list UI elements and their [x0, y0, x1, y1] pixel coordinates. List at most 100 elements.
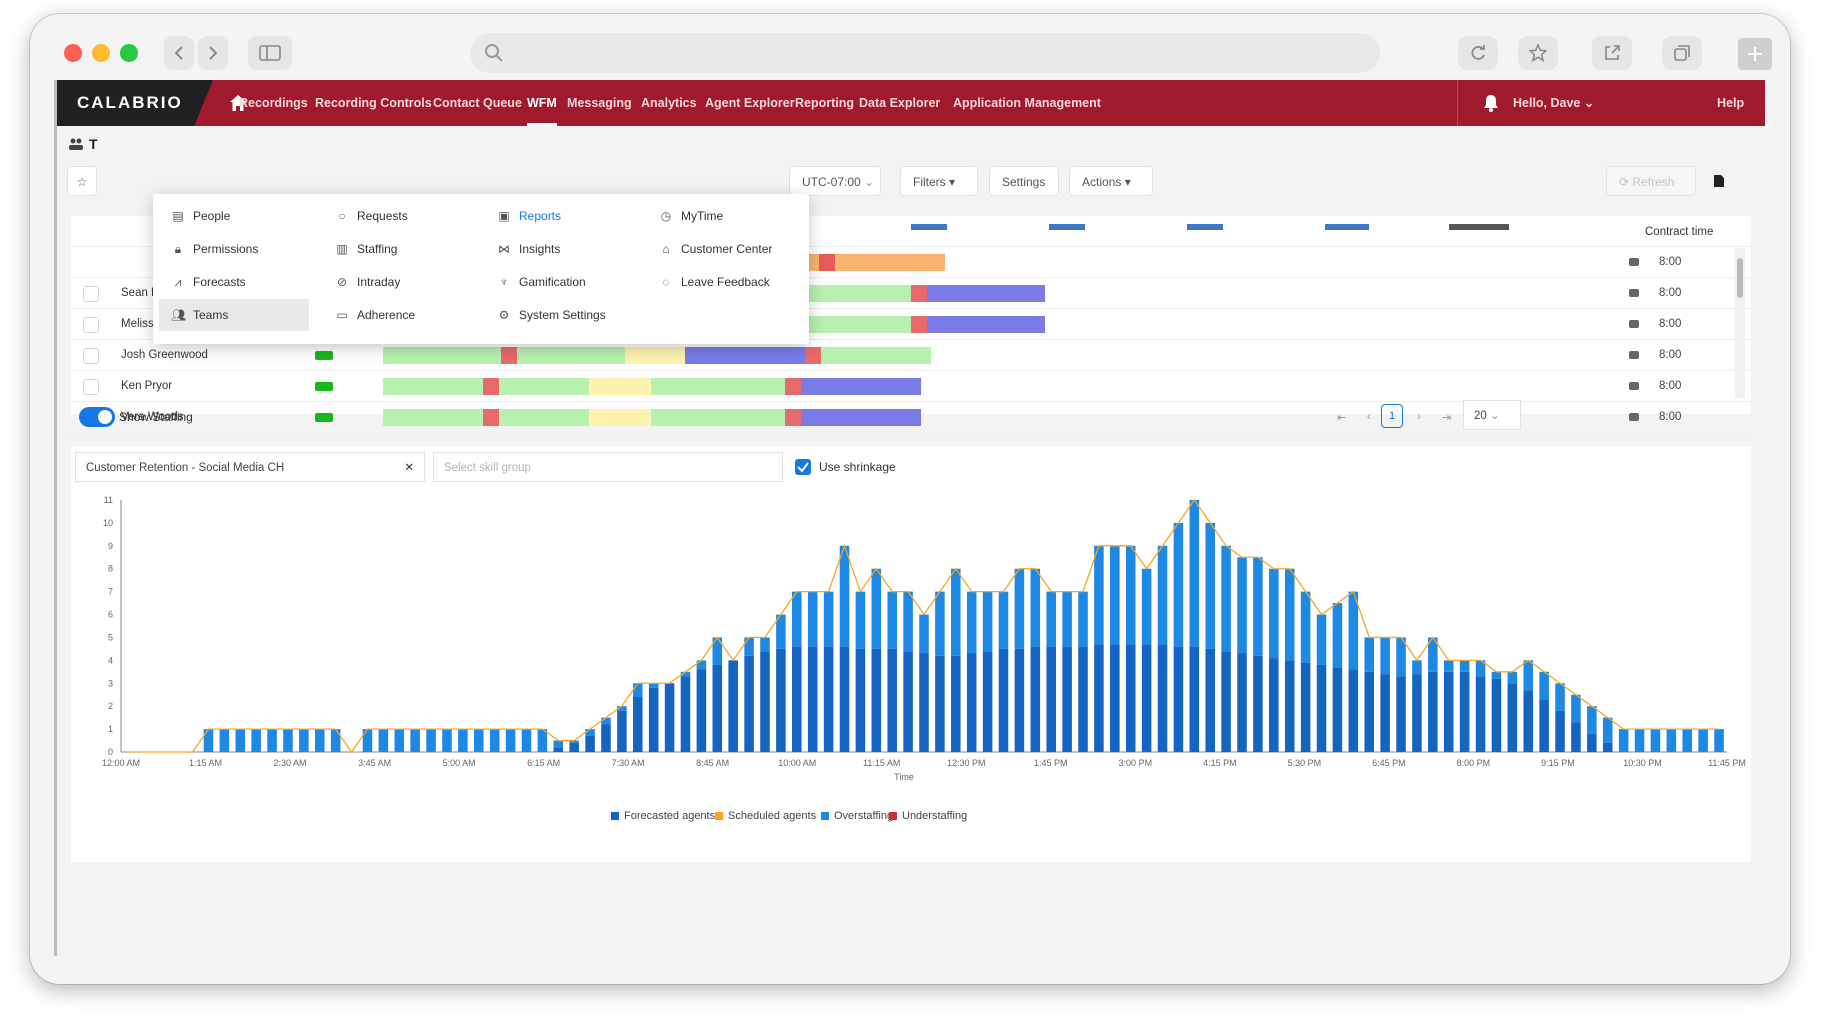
schedule-bar[interactable] — [651, 409, 787, 426]
legend-item[interactable]: Scheduled agents — [715, 810, 816, 822]
minimize-window-button[interactable] — [92, 44, 110, 62]
menu-item-insights[interactable]: ⋈ Insights — [485, 233, 635, 265]
nav-item-reporting[interactable]: Reporting — [795, 96, 855, 110]
schedule-bar[interactable] — [383, 409, 493, 426]
reload-button[interactable] — [1458, 36, 1498, 70]
schedule-bar[interactable] — [499, 409, 589, 426]
settings-button[interactable]: Settings — [989, 166, 1059, 196]
schedule-bar[interactable] — [785, 409, 801, 426]
comment-icon[interactable] — [1629, 258, 1639, 266]
scrollbar-thumb[interactable] — [1737, 258, 1743, 298]
comment-icon[interactable] — [1629, 289, 1639, 297]
schedule-bar[interactable] — [819, 254, 835, 271]
nav-item-analytics[interactable]: Analytics — [641, 96, 697, 110]
skill-group-input[interactable]: Select skill group — [433, 452, 783, 482]
nav-item-application-management[interactable]: Application Management — [953, 96, 1101, 110]
prev-page-button[interactable]: ‹ — [1367, 411, 1371, 423]
table-row[interactable]: 8:00 — [71, 247, 1751, 278]
menu-item-people[interactable]: ▤ People — [159, 200, 309, 232]
schedule-bar[interactable] — [589, 378, 653, 395]
schedule-bar[interactable] — [927, 285, 1045, 302]
legend-item[interactable]: Overstaffing — [821, 810, 893, 822]
menu-item-forecasts[interactable]: ⩘ Forecasts — [159, 266, 309, 298]
comment-icon[interactable] — [1629, 382, 1639, 390]
page-size-select[interactable]: 20 ⌄ — [1463, 400, 1521, 430]
filters-button[interactable]: Filters ▾ — [900, 166, 978, 196]
close-window-button[interactable] — [64, 44, 82, 62]
scrollbar[interactable] — [1735, 248, 1745, 398]
schedule-bar[interactable] — [777, 285, 917, 302]
bookmark-button[interactable] — [1518, 36, 1558, 70]
schedule-bar[interactable] — [685, 347, 807, 364]
agent-row[interactable]: Josh Greenwood 8:00 — [71, 340, 1751, 371]
schedule-bar[interactable] — [383, 378, 493, 395]
schedule-bar[interactable] — [911, 316, 927, 333]
menu-item-staffing[interactable]: ▥ Staffing — [323, 233, 473, 265]
schedule-bar[interactable] — [517, 347, 637, 364]
schedule-bar[interactable] — [795, 254, 945, 271]
share-button[interactable] — [1592, 36, 1632, 70]
new-tab-button[interactable] — [1738, 38, 1772, 70]
menu-item-intraday[interactable]: ⊘ Intraday — [323, 266, 473, 298]
schedule-bar[interactable] — [499, 378, 589, 395]
last-page-button[interactable]: ⇥ — [1442, 412, 1452, 424]
menu-item-gamification[interactable]: ♆ Gamification — [485, 266, 635, 298]
nav-item-agent-explorer[interactable]: Agent Explorer — [705, 96, 795, 110]
sidebar-toggle-button[interactable] — [248, 36, 292, 70]
help-link[interactable]: Help — [1717, 96, 1745, 110]
legend-item[interactable]: Understaffing — [889, 810, 967, 822]
use-shrinkage-checkbox[interactable] — [795, 459, 811, 475]
schedule-bar[interactable] — [483, 378, 499, 395]
menu-item-system-settings[interactable]: ⚙ System Settings — [485, 299, 635, 331]
tabs-button[interactable] — [1662, 36, 1702, 70]
first-page-button[interactable]: ⇤ — [1337, 412, 1347, 424]
comment-icon[interactable] — [1629, 351, 1639, 359]
menu-item-requests[interactable]: ○ Requests — [323, 200, 473, 232]
current-page[interactable]: 1 — [1381, 404, 1403, 428]
maximize-window-button[interactable] — [120, 44, 138, 62]
schedule-bar[interactable] — [383, 347, 513, 364]
row-checkbox[interactable] — [83, 379, 99, 395]
user-menu[interactable]: Hello, Dave ⌄ — [1513, 80, 1594, 126]
address-bar[interactable] — [470, 33, 1380, 73]
schedule-bar[interactable] — [483, 409, 499, 426]
show-staffing-toggle[interactable] — [79, 407, 115, 427]
schedule-bar[interactable] — [911, 285, 927, 302]
close-icon[interactable]: ✕ — [404, 462, 414, 474]
schedule-bar[interactable] — [625, 347, 689, 364]
skill-select[interactable]: Customer Retention - Social Media CH ✕ — [75, 452, 425, 482]
menu-item-teams[interactable]: 👥︎ Teams — [159, 299, 309, 331]
comment-icon[interactable] — [1629, 413, 1639, 421]
schedule-bar[interactable] — [501, 347, 517, 364]
nav-item-contact-queue[interactable]: Contact Queue — [433, 96, 522, 110]
back-button[interactable] — [164, 36, 194, 70]
comment-icon[interactable] — [1629, 320, 1639, 328]
home-icon[interactable] — [229, 94, 247, 112]
row-checkbox[interactable] — [83, 317, 99, 333]
actions-button[interactable]: Actions ▾ — [1069, 166, 1153, 196]
schedule-bar[interactable] — [589, 409, 653, 426]
schedule-bar[interactable] — [777, 316, 917, 333]
nav-item-wfm[interactable]: WFM — [527, 80, 557, 126]
export-button[interactable] — [1705, 166, 1733, 196]
schedule-bar[interactable] — [651, 378, 787, 395]
schedule-bar[interactable] — [801, 378, 921, 395]
nav-item-recordings[interactable]: Recordings — [239, 96, 308, 110]
bell-icon[interactable] — [1482, 93, 1500, 113]
schedule-bar[interactable] — [927, 316, 1045, 333]
nav-item-data-explorer[interactable]: Data Explorer — [859, 96, 941, 110]
menu-item-customer-center[interactable]: ⌂ Customer Center — [647, 233, 797, 265]
menu-item-leave-feedback[interactable]: ◌ Leave Feedback — [647, 266, 797, 298]
schedule-bar[interactable] — [805, 347, 821, 364]
legend-item[interactable]: Forecasted agents — [611, 810, 715, 822]
schedule-bar[interactable] — [785, 378, 801, 395]
forward-button[interactable] — [198, 36, 228, 70]
refresh-button[interactable]: ⟳ Refresh — [1606, 166, 1696, 196]
calabrio-logo[interactable]: CALABRIO — [57, 80, 213, 126]
agent-row[interactable]: Ken Pryor 8:00 — [71, 371, 1751, 402]
menu-item-adherence[interactable]: ▭ Adherence — [323, 299, 473, 331]
menu-item-mytime[interactable]: ◷ MyTime — [647, 200, 797, 232]
nav-item-messaging[interactable]: Messaging — [567, 96, 632, 110]
menu-item-permissions[interactable]: 🔒︎ Permissions — [159, 233, 309, 265]
menu-item-reports[interactable]: ▣ Reports — [485, 200, 635, 232]
